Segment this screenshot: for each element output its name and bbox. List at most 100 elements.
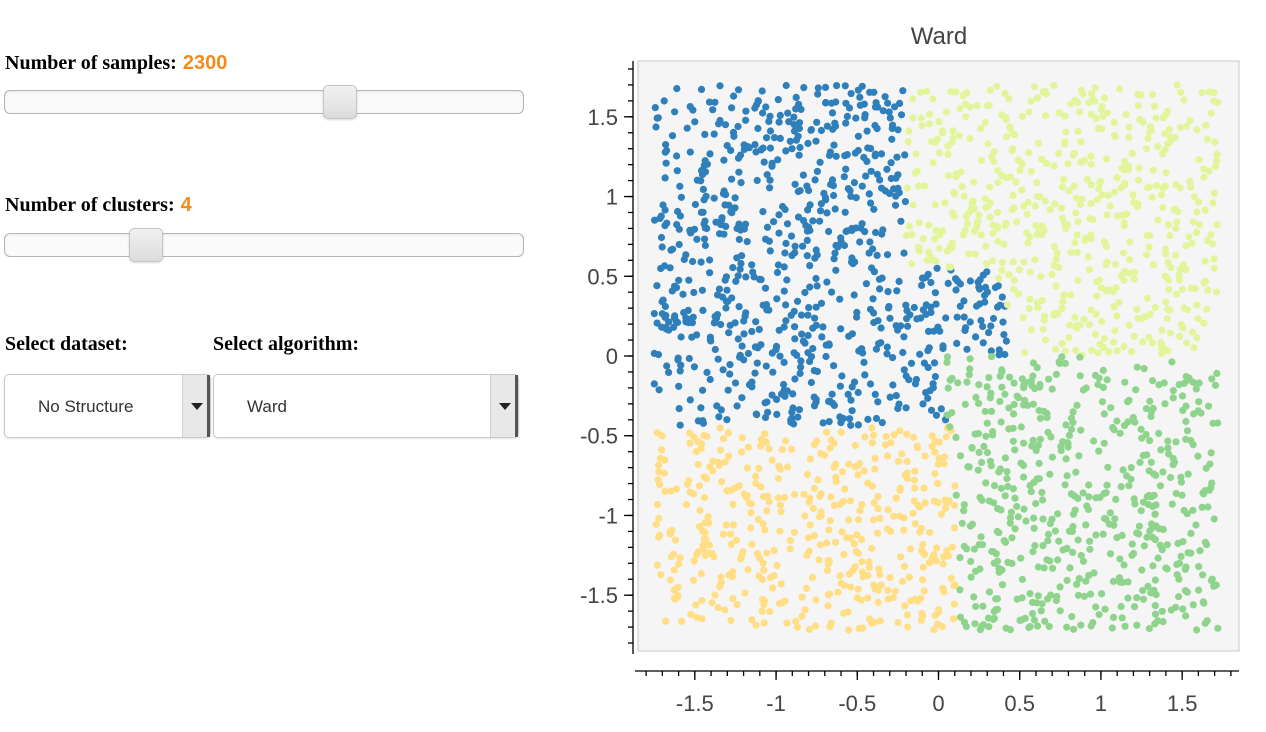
scatter-point [798, 612, 806, 621]
scatter-point [884, 288, 892, 296]
scatter-point [1102, 489, 1110, 497]
scatter-point [706, 269, 714, 277]
y-tick-label: -0.5 [580, 424, 618, 449]
scatter-point [889, 594, 897, 602]
scatter-point [1008, 534, 1016, 542]
clusters-slider[interactable] [4, 228, 524, 262]
scatter-point [889, 354, 897, 362]
scatter-point [717, 446, 725, 454]
scatter-point [910, 303, 918, 312]
scatter-point [677, 361, 685, 369]
scatter-point [800, 217, 808, 225]
scatter-point [830, 141, 838, 149]
scatter-point [1134, 101, 1143, 110]
scatter-point [822, 99, 830, 107]
scatter-point [1119, 466, 1127, 474]
scatter-point [1064, 160, 1072, 168]
scatter-point [1183, 510, 1191, 518]
scatter-point [697, 208, 705, 216]
scatter-point [703, 475, 711, 483]
scatter-point [661, 206, 669, 214]
scatter-point [788, 145, 796, 153]
scatter-point [705, 519, 713, 527]
scatter-point [698, 596, 706, 605]
scatter-point [658, 323, 666, 331]
samples-slider-handle[interactable] [323, 85, 357, 119]
scatter-point [686, 396, 694, 404]
samples-slider[interactable] [4, 85, 524, 119]
scatter-point [1112, 495, 1120, 503]
scatter-point [1120, 222, 1128, 230]
scatter-point [930, 626, 938, 634]
scatter-point [714, 291, 722, 299]
scatter-point [878, 419, 886, 427]
scatter-point [1065, 334, 1073, 342]
scatter-point [961, 326, 969, 334]
clusters-slider-handle[interactable] [129, 228, 163, 262]
scatter-point [663, 362, 671, 370]
scatter-point [1031, 542, 1039, 550]
scatter-point [937, 405, 945, 413]
dataset-select[interactable]: No Structure [4, 374, 211, 438]
scatter-point [1137, 507, 1145, 515]
scatter-point [929, 159, 937, 167]
scatter-point [770, 134, 779, 142]
scatter-point [1204, 503, 1212, 511]
chevron-down-icon [490, 375, 518, 437]
scatter-point [902, 372, 910, 380]
scatter-point [877, 324, 885, 332]
scatter-point [763, 507, 771, 515]
scatter-point [886, 574, 894, 582]
scatter-point [709, 106, 717, 114]
scatter-point [1045, 622, 1053, 631]
scatter-point [903, 184, 912, 192]
scatter-point [1151, 602, 1159, 610]
scatter-point [1024, 198, 1032, 206]
scatter-point [1085, 493, 1093, 501]
scatter-point [768, 456, 776, 464]
scatter-point [845, 460, 853, 468]
scatter-point [857, 224, 865, 232]
scatter-point [1039, 515, 1047, 523]
scatter-point [717, 579, 725, 587]
scatter-point [752, 621, 760, 629]
scatter-point [1061, 140, 1069, 148]
scatter-point [985, 329, 993, 337]
scatter-point [1032, 500, 1040, 508]
scatter-point [810, 393, 818, 401]
scatter-point [711, 312, 719, 320]
scatter-point [902, 404, 910, 412]
scatter-point [962, 212, 970, 220]
scatter-point [1102, 287, 1110, 295]
scatter-point [1029, 436, 1037, 444]
scatter-point [884, 506, 892, 514]
scatter-point [1211, 162, 1219, 170]
scatter-point [706, 150, 714, 158]
scatter-point [748, 261, 756, 269]
scatter-point [1011, 525, 1019, 533]
scatter-point [672, 317, 680, 325]
scatter-point [977, 124, 985, 132]
algorithm-select[interactable]: Ward [213, 374, 519, 438]
scatter-point [673, 152, 681, 160]
scatter-point [1106, 509, 1114, 517]
scatter-point [763, 134, 771, 142]
scatter-point [801, 288, 809, 297]
scatter-point [1003, 174, 1011, 182]
scatter-point [997, 418, 1005, 426]
scatter-point [928, 553, 937, 562]
scatter-point [845, 570, 853, 578]
scatter-point [1166, 473, 1175, 482]
axes: -1.5 -1 -0.5 0 0.5 1 1.5-1.5-1-0.500.511.5 [580, 61, 1239, 716]
scatter-point [1131, 500, 1139, 508]
scatter-point [1175, 276, 1184, 284]
scatter-point [1077, 426, 1085, 434]
scatter-point [788, 251, 796, 260]
scatter-point [1063, 576, 1071, 585]
scatter-point [766, 112, 774, 120]
scatter-point [729, 500, 737, 508]
scatter-point [952, 88, 960, 96]
scatter-point [979, 322, 987, 331]
scatter-point [1110, 131, 1118, 139]
scatter-point [783, 619, 791, 627]
